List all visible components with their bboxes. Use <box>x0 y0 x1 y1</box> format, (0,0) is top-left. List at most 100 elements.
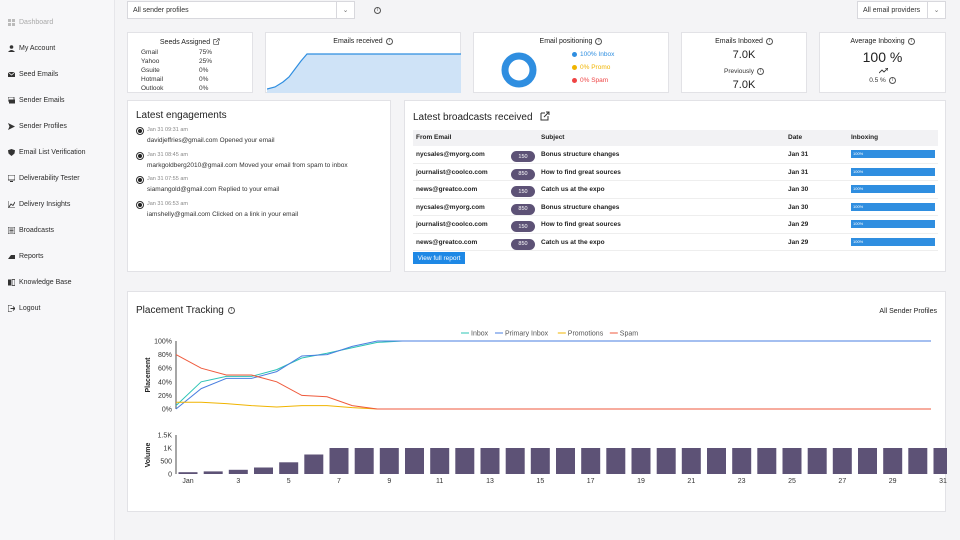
sidebar-item-email-list-verification[interactable]: Email List Verification <box>8 146 86 158</box>
avg-inboxing-value: 100 % <box>862 49 903 65</box>
info-icon[interactable]: i <box>227 307 235 314</box>
previously-label: Previously <box>724 68 754 75</box>
inboxing-bar-fill: 100% <box>851 167 935 176</box>
seed-row: Hotmail 0% <box>141 76 208 83</box>
seed-percent: 0% <box>199 85 209 92</box>
sidebar-item-dashboard[interactable]: Dashboard <box>8 16 53 28</box>
info-icon[interactable]: i <box>888 77 896 84</box>
info-icon[interactable]: i <box>385 38 393 45</box>
inboxing-bar: 100% <box>851 167 935 176</box>
emails-received-sparkline <box>267 53 461 93</box>
volume-bar <box>732 448 752 474</box>
inboxing-bar: 100% <box>851 237 935 246</box>
sidebar: Dashboard My Account Seed Emails Sender Ema… <box>0 0 115 540</box>
volume-bar <box>530 448 550 474</box>
sidebar-item-seed-emails[interactable]: Seed Emails <box>8 68 58 80</box>
y-tick-label: 80% <box>158 352 172 359</box>
col-inboxing: Inboxing <box>851 134 879 141</box>
external-link-icon[interactable] <box>540 111 550 124</box>
volume-bar <box>329 448 349 474</box>
subject: Catch us at the expo <box>541 186 605 193</box>
sidebar-item-deliverability-tester[interactable]: Deliverability Tester <box>8 172 80 184</box>
legend-dot <box>572 52 577 57</box>
engagement-bullet-icon <box>136 200 144 209</box>
inboxing-bar-fill: 100% <box>851 202 935 211</box>
volume-bar <box>883 448 903 474</box>
y-axis-label: Volume <box>145 443 152 468</box>
inboxing-bar-fill: 100% <box>851 150 935 158</box>
sender-profiles-select[interactable]: All sender profiles ⌄ <box>127 1 355 19</box>
sidebar-item-label: Deliverability Tester <box>19 174 80 182</box>
volume-bar <box>782 448 802 474</box>
volume-bar <box>832 448 852 474</box>
subject: How to find great sources <box>541 221 621 228</box>
info-icon[interactable]: i <box>765 38 773 45</box>
table-row[interactable]: journalist@coolco.com 850 How to find grea… <box>413 164 938 181</box>
series-line-spam <box>175 354 931 410</box>
legend-label: 100% Inbox <box>580 51 615 58</box>
table-row[interactable]: nycsales@myorg.com 150 Bonus structure cha… <box>413 146 938 164</box>
shield-check-icon <box>8 148 15 156</box>
engagement-time: Jan 31 07:55 am <box>147 176 188 182</box>
y-tick-label: 500 <box>160 459 172 466</box>
seed-provider: Gsuite <box>141 67 160 74</box>
table-row[interactable]: news@greatco.com 850 Catch us at the expo J… <box>413 234 938 251</box>
info-icon[interactable]: i <box>907 38 915 45</box>
engagement-text: iamshelly@gmail.com Clicked on a link in… <box>147 210 299 218</box>
count-badge: 150 <box>511 221 535 232</box>
sidebar-item-logout[interactable]: Logout <box>8 302 40 314</box>
seed-percent: 0% <box>199 67 209 74</box>
count-badge: 150 <box>511 151 535 162</box>
sidebar-item-my-account[interactable]: My Account <box>8 42 55 54</box>
volume-bar <box>707 448 726 474</box>
legend-label: Inbox <box>471 331 489 338</box>
x-tick-label: 3 <box>236 478 240 485</box>
emails-inboxed-card: Emails Inboxed i 7.0K Previously i 7.0K <box>681 32 807 93</box>
sidebar-item-label: Sender Profiles <box>19 122 67 130</box>
info-icon[interactable]: i <box>595 38 603 45</box>
monitor-icon <box>8 174 15 182</box>
info-icon[interactable]: i <box>374 7 381 14</box>
sidebar-item-sender-profiles[interactable]: Sender Profiles <box>8 120 67 132</box>
sidebar-item-label: Delivery Insights <box>19 200 71 208</box>
legend-dot <box>572 65 577 70</box>
volume-bar <box>279 462 299 474</box>
info-icon[interactable]: i <box>756 68 764 75</box>
x-tick-label: 31 <box>939 478 947 485</box>
trend-up-icon <box>879 68 888 74</box>
volume-bar <box>656 448 676 474</box>
volume-bar <box>505 448 525 474</box>
sidebar-item-label: Knowledge Base <box>19 278 72 286</box>
seed-provider: Gmail <box>141 49 158 56</box>
y-tick-label: 1.5K <box>158 433 173 440</box>
mail-icon <box>8 71 15 78</box>
positioning-donut <box>501 52 537 88</box>
x-tick-label: 19 <box>637 478 645 485</box>
table-row[interactable]: nycsales@myorg.com 850 Bonus structure cha… <box>413 199 938 216</box>
view-full-report-button[interactable]: View full report <box>413 252 465 264</box>
external-link-icon[interactable] <box>213 38 220 47</box>
sidebar-item-reports[interactable]: Reports <box>8 250 44 262</box>
chevron-down-icon: ⌄ <box>927 2 945 18</box>
sidebar-item-delivery-insights[interactable]: Delivery Insights <box>8 198 70 210</box>
sidebar-item-label: Seed Emails <box>19 70 59 78</box>
table-row[interactable]: news@greatco.com 150 Catch us at the expo J… <box>413 181 938 199</box>
volume-bar <box>480 448 500 474</box>
volume-bar <box>455 448 475 474</box>
y-tick-label: 0% <box>162 407 172 414</box>
sidebar-item-broadcasts[interactable]: Broadcasts <box>8 224 54 236</box>
col-date: Date <box>788 134 803 141</box>
placement-scope[interactable]: All Sender Profiles <box>879 308 937 315</box>
seed-percent: 25% <box>199 58 213 65</box>
engagement-text: davidjeffries@gmail.com Opened your emai… <box>147 137 275 144</box>
sidebar-item-knowledge-base[interactable]: Knowledge Base <box>8 276 72 288</box>
from-email: nycsales@myorg.com <box>416 203 485 211</box>
sidebar-item-sender-emails[interactable]: Sender Emails <box>8 94 65 106</box>
email-providers-value: All email providers <box>863 6 921 14</box>
email-providers-select[interactable]: All email providers ⌄ <box>857 1 946 19</box>
report-icon <box>8 253 15 260</box>
col-from: From Email <box>416 134 452 141</box>
seeds-title: Seeds Assigned <box>159 39 211 46</box>
table-row[interactable]: journalist@coolco.com 150 How to find grea… <box>413 216 938 234</box>
volume-bar <box>430 448 450 474</box>
